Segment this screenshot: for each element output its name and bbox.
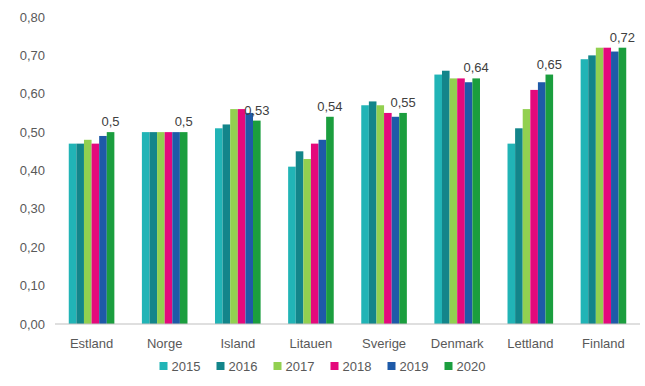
bar	[165, 132, 173, 324]
bar	[472, 78, 480, 324]
bar	[288, 167, 296, 324]
data-labels: 0,5 0,5 0,53 0,54 0,55 0,64 0,65 0,72	[102, 30, 636, 129]
legend-label: 2015	[172, 359, 201, 374]
legend-swatch	[274, 362, 282, 370]
bar	[361, 105, 369, 324]
x-tick-label: Lettland	[507, 336, 553, 351]
bar	[369, 101, 377, 324]
bar	[107, 132, 115, 324]
bar	[84, 140, 92, 324]
bar	[69, 144, 77, 324]
y-tick-label: 0,70	[20, 48, 45, 63]
bar	[442, 71, 450, 324]
bar	[450, 78, 458, 324]
bar	[223, 124, 231, 324]
legend-swatch	[388, 362, 396, 370]
x-tick-label: Litauen	[290, 336, 333, 351]
y-tick-label: 0,30	[20, 201, 45, 216]
bar	[180, 132, 188, 324]
data-label: 0,64	[464, 60, 489, 75]
bars	[69, 48, 626, 324]
x-tick-label: Denmark	[431, 336, 484, 351]
bar	[303, 159, 311, 324]
data-label: 0,55	[390, 95, 415, 110]
x-axis-line	[55, 324, 640, 325]
bar	[376, 105, 384, 324]
y-tick-label: 0,20	[20, 240, 45, 255]
chart: 0,000,100,200,300,400,500,600,700,800,50…	[0, 0, 645, 386]
bar	[523, 109, 531, 324]
bar	[546, 75, 554, 324]
legend-label: 2016	[229, 359, 258, 374]
bar	[238, 109, 246, 324]
data-label: 0,65	[537, 57, 562, 72]
bar	[530, 90, 538, 324]
bar	[508, 144, 516, 324]
y-tick-label: 0,10	[20, 278, 45, 293]
bar	[465, 82, 473, 324]
bar	[392, 117, 400, 324]
bar	[611, 52, 619, 324]
data-label: 0,5	[102, 114, 120, 129]
bar	[319, 140, 327, 324]
data-label: 0,5	[175, 114, 193, 129]
bar	[588, 55, 596, 324]
x-tick-label: Island	[220, 336, 255, 351]
bar	[581, 59, 589, 324]
bar	[157, 132, 165, 324]
legend-label: 2018	[343, 359, 372, 374]
legend-label: 2017	[286, 359, 315, 374]
y-tick-label: 0,00	[20, 317, 45, 332]
bar	[457, 78, 465, 324]
bar	[99, 136, 107, 324]
x-tick-label: Estland	[70, 336, 113, 351]
bar	[434, 75, 442, 324]
data-label: 0,53	[244, 103, 269, 118]
bar	[596, 48, 604, 324]
y-tick-label: 0,60	[20, 86, 45, 101]
bar	[149, 132, 157, 324]
bar	[142, 132, 150, 324]
bar	[384, 113, 392, 324]
bar	[603, 48, 611, 324]
legend: 2015 2016 2017 2018 2019 2020	[160, 359, 486, 374]
bar	[215, 128, 223, 324]
x-tick-label: Finland	[582, 336, 625, 351]
bar	[76, 144, 84, 324]
bar	[311, 144, 319, 324]
y-tick-label: 0,80	[20, 10, 45, 25]
bar	[399, 113, 407, 324]
bar	[253, 121, 261, 324]
legend-label: 2019	[400, 359, 429, 374]
legend-label: 2020	[457, 359, 486, 374]
legend-swatch	[217, 362, 225, 370]
legend-swatch	[160, 362, 168, 370]
data-label: 0,54	[317, 99, 342, 114]
bar	[172, 132, 180, 324]
bar	[515, 128, 523, 324]
bar	[326, 117, 334, 324]
legend-swatch	[331, 362, 339, 370]
bar	[92, 144, 100, 324]
x-tick-label: Sverige	[362, 336, 406, 351]
bar	[245, 113, 253, 324]
y-tick-label: 0,40	[20, 163, 45, 178]
bar	[619, 48, 627, 324]
y-tick-label: 0,50	[20, 125, 45, 140]
bar	[538, 82, 546, 324]
x-tick-label: Norge	[147, 336, 182, 351]
data-label: 0,72	[610, 30, 635, 45]
legend-swatch	[445, 362, 453, 370]
bar	[296, 151, 304, 324]
bar	[230, 109, 238, 324]
